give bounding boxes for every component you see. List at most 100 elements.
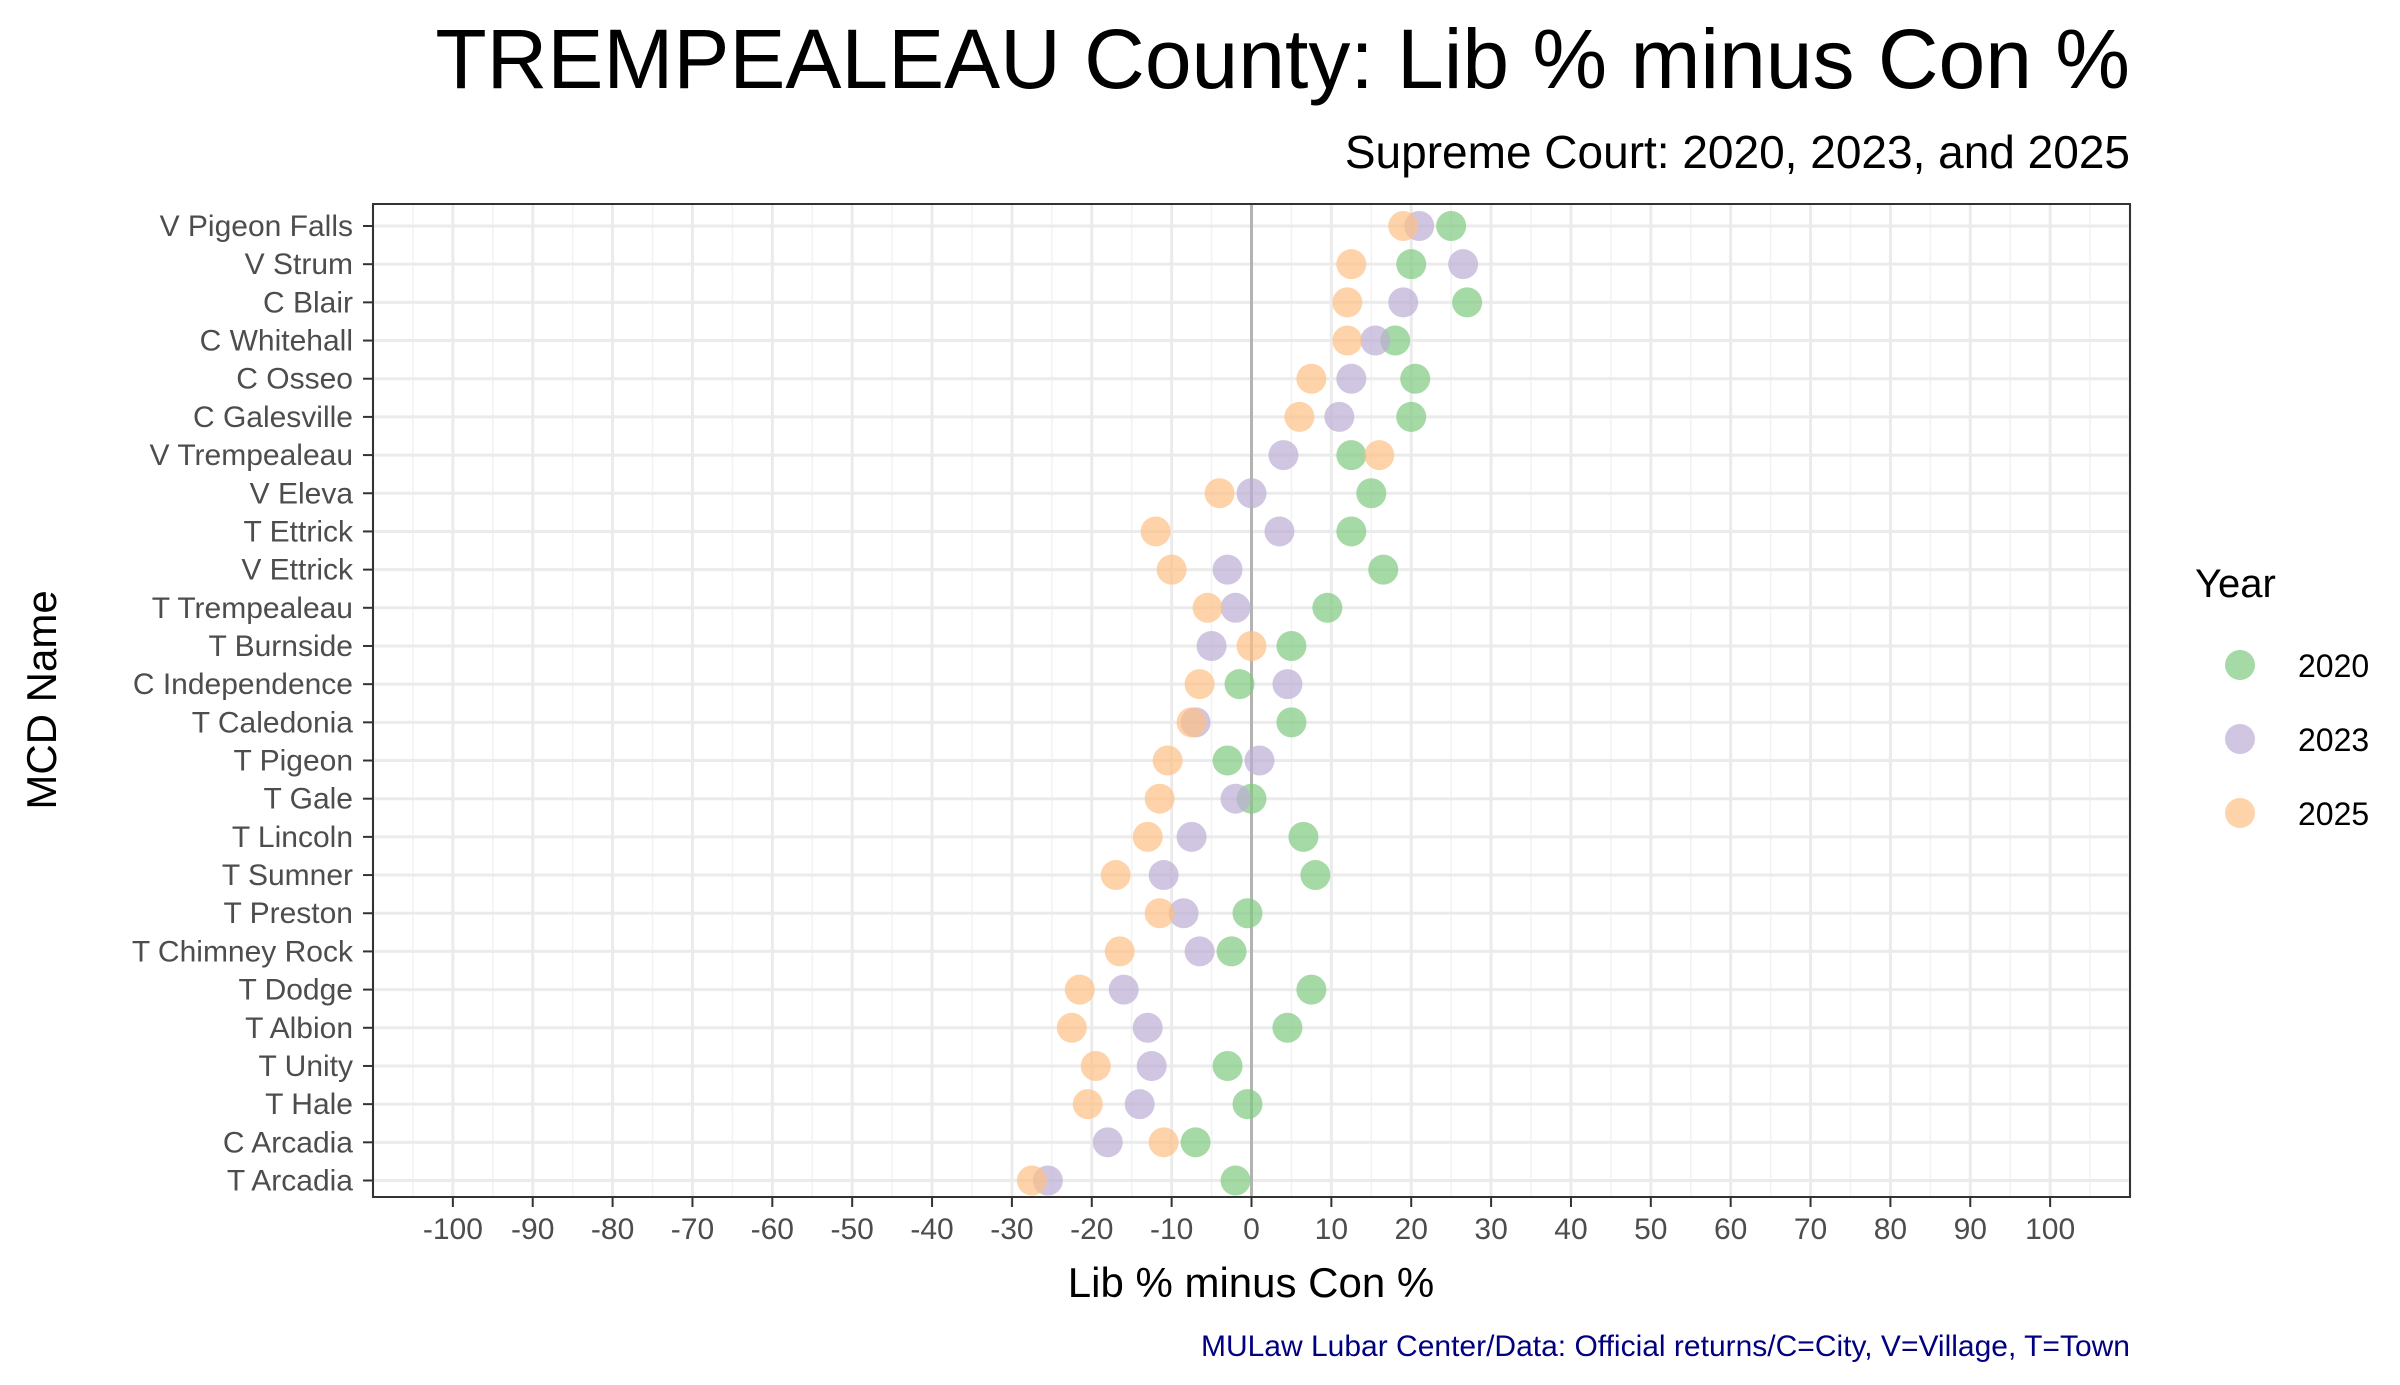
point-2020 [1396,401,1427,432]
y-tick-label: T Sumner [222,859,353,892]
point-2020 [1276,707,1307,738]
point-2025 [1236,630,1267,661]
point-2023 [1220,592,1251,623]
y-tick-label: T Ettrick [244,515,354,548]
point-2020 [1232,898,1263,929]
y-axis-title: MCD Name [18,590,65,809]
point-2020 [1400,363,1431,394]
point-2023 [1176,821,1207,852]
legend-label-2025: 2025 [2298,796,2369,832]
point-2023 [1092,1127,1123,1158]
x-axis: -100 -90 -80 -70 -60 -50 -40 -30 -20 -10 0 10 20 30 40… [423,1197,2075,1246]
point-2025 [1064,974,1095,1005]
point-2025 [1056,1012,1087,1043]
y-tick-label: C Osseo [236,363,353,396]
x-tick-label: 10 [1315,1213,1348,1246]
point-2023 [1124,1089,1155,1120]
chart-subtitle: Supreme Court: 2020, 2023, and 2025 [1345,126,2130,178]
x-tick-label: 100 [2025,1213,2075,1246]
point-2025 [1072,1089,1103,1120]
y-tick-label: T Caledonia [192,706,354,739]
point-2020 [1396,249,1427,280]
x-tick-label: 40 [1554,1213,1587,1246]
point-2023 [1168,898,1199,929]
x-tick-label: 70 [1794,1213,1827,1246]
point-2025 [1296,363,1327,394]
x-tick-label: -30 [990,1213,1033,1246]
x-tick-label: -90 [511,1213,554,1246]
x-tick-label: 30 [1474,1213,1507,1246]
point-2023 [1268,440,1299,471]
y-tick-label: C Arcadia [223,1126,353,1159]
point-2020 [1300,860,1331,891]
point-2025 [1016,1165,1047,1196]
y-tick-label: T Trempealeau [152,592,353,625]
point-2025 [1080,1050,1111,1081]
point-2023 [1324,401,1355,432]
point-2023 [1336,363,1367,394]
point-2025 [1204,478,1235,509]
point-2020 [1296,974,1327,1005]
y-tick-label: V Pigeon Falls [160,210,353,243]
x-tick-label: -20 [1070,1213,1113,1246]
point-2025 [1284,401,1315,432]
point-2025 [1156,554,1187,585]
legend-key-2025 [2225,798,2255,828]
point-2020 [1272,1012,1303,1043]
x-tick-label: 90 [1954,1213,1987,1246]
y-tick-label: T Unity [259,1050,353,1083]
legend-title: Year [2195,562,2276,606]
point-2023 [1184,936,1215,967]
x-axis-title: Lib % minus Con % [1068,1259,1435,1306]
point-2025 [1144,898,1175,929]
x-tick-label: -70 [671,1213,714,1246]
point-2020 [1436,211,1467,241]
point-2020 [1368,554,1399,585]
point-2020 [1180,1127,1211,1158]
y-tick-label: T Preston [223,897,353,930]
point-2020 [1232,1089,1263,1120]
point-2023 [1212,554,1243,585]
point-2023 [1360,325,1391,356]
x-tick-label: 60 [1714,1213,1747,1246]
point-2025 [1332,325,1363,356]
point-2025 [1364,440,1395,471]
point-2025 [1336,249,1367,280]
point-2023 [1108,974,1139,1005]
y-tick-label: T Gale [264,783,354,816]
point-2025 [1152,745,1183,776]
point-2020 [1336,516,1367,547]
point-2023 [1196,630,1227,661]
y-tick-label: T Arcadia [227,1165,353,1198]
point-2025 [1104,936,1135,967]
point-2020 [1212,745,1243,776]
point-2020 [1452,287,1483,318]
point-2020 [1276,630,1307,661]
data-points [1016,211,1483,1196]
legend: Year 2020 2023 2025 [2195,562,2369,832]
x-tick-label: 50 [1634,1213,1667,1246]
point-2020 [1224,669,1255,700]
x-tick-label: -40 [910,1213,953,1246]
x-tick-label: -100 [423,1213,483,1246]
y-tick-label: T Lincoln [232,821,353,854]
y-tick-label: V Strum [245,248,353,281]
point-2025 [1148,1127,1179,1158]
y-tick-label: V Trempealeau [150,439,353,472]
x-tick-label: 80 [1874,1213,1907,1246]
point-2023 [1236,478,1267,509]
point-2020 [1288,821,1319,852]
y-tick-label: V Ettrick [241,554,354,587]
point-2020 [1212,1050,1243,1081]
x-tick-label: -10 [1150,1213,1193,1246]
legend-label-2023: 2023 [2298,722,2369,758]
point-2020 [1220,1165,1251,1196]
point-2023 [1220,783,1251,814]
x-tick-label: 20 [1395,1213,1428,1246]
point-2023 [1448,249,1479,280]
legend-label-2020: 2020 [2298,648,2369,684]
legend-key-2023 [2225,724,2255,754]
point-2025 [1100,860,1131,891]
